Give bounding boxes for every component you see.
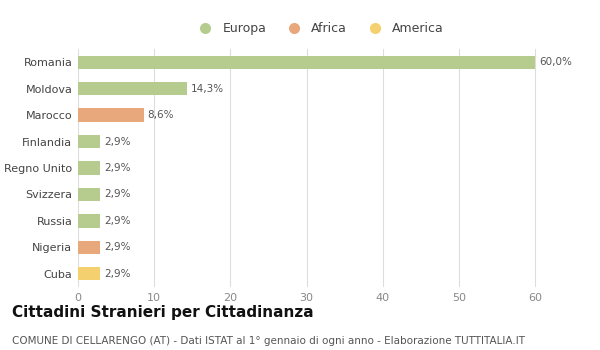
Text: 2,9%: 2,9% [104, 216, 130, 226]
Bar [78, 267, 100, 280]
Bar [78, 82, 187, 95]
Bar [78, 214, 100, 228]
Text: 2,9%: 2,9% [104, 269, 130, 279]
Text: 2,9%: 2,9% [104, 163, 130, 173]
Text: COMUNE DI CELLARENGO (AT) - Dati ISTAT al 1° gennaio di ogni anno - Elaborazione: COMUNE DI CELLARENGO (AT) - Dati ISTAT a… [12, 336, 525, 346]
Legend: Europa, Africa, America: Europa, Africa, America [190, 20, 446, 38]
Text: 60,0%: 60,0% [539, 57, 572, 67]
Text: Cittadini Stranieri per Cittadinanza: Cittadini Stranieri per Cittadinanza [12, 304, 314, 320]
Text: 2,9%: 2,9% [104, 136, 130, 147]
Text: 2,9%: 2,9% [104, 242, 130, 252]
Bar [78, 135, 100, 148]
Bar [78, 241, 100, 254]
Text: 14,3%: 14,3% [191, 84, 224, 94]
Text: 8,6%: 8,6% [148, 110, 174, 120]
Bar [78, 108, 143, 122]
Bar [78, 161, 100, 175]
Bar [78, 188, 100, 201]
Bar [78, 56, 535, 69]
Text: 2,9%: 2,9% [104, 189, 130, 200]
